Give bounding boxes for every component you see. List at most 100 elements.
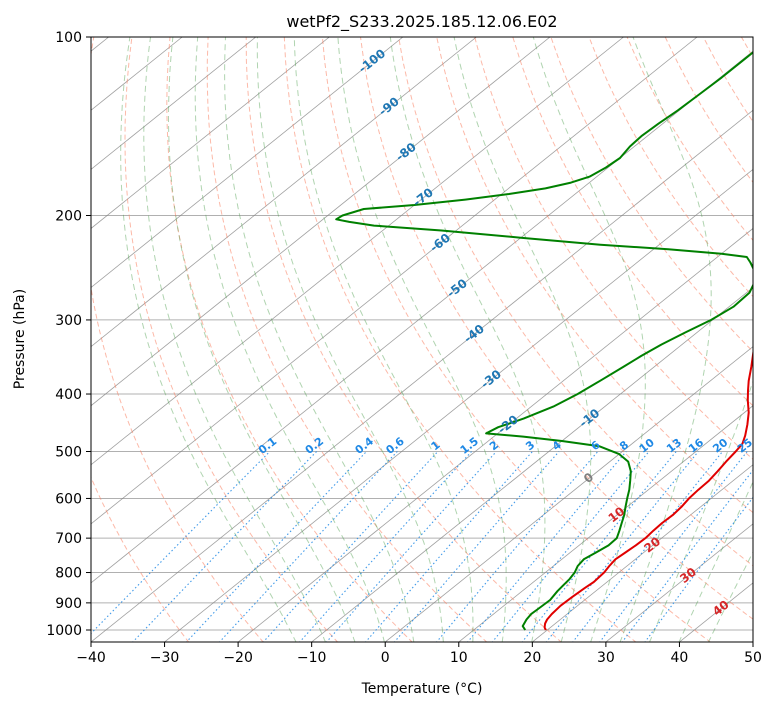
plot-frame [90, 36, 754, 643]
mixing-ratio-label: 1 [429, 438, 443, 453]
isotherm-line [384, 346, 753, 642]
dry-adiabat-line [166, 37, 413, 642]
dry-adiabat-line [588, 37, 753, 298]
mixing-ratio-line [466, 451, 627, 642]
moist-adiabat-line [293, 37, 474, 642]
mixing-ratio-line [218, 451, 398, 642]
moist-adiabat-line [453, 37, 592, 642]
y-tick-label: 800 [55, 566, 82, 582]
mixing-ratio-line [364, 451, 533, 642]
isotherm-label: -30 [478, 367, 504, 391]
isotherm-line [531, 464, 753, 642]
isotherm-label: -10 [577, 406, 603, 430]
isotherm-label: -50 [444, 276, 470, 300]
isotherm-line [91, 37, 330, 229]
mixing-ratio-label: 2 [487, 438, 501, 453]
isotherm-label: 40 [710, 597, 732, 618]
x-tick-label: 40 [671, 650, 689, 666]
isotherm-line [91, 37, 257, 170]
mixing-ratio-line [132, 451, 317, 642]
background-lines [91, 37, 753, 642]
isotherm-line [91, 50, 753, 584]
dry-adiabat-line [91, 37, 264, 642]
x-tick-label: −40 [76, 650, 106, 666]
moist-adiabat-line [678, 480, 753, 642]
isotherm-label: -100 [356, 46, 388, 76]
isotherm-line [91, 37, 404, 289]
x-tick-label: 50 [744, 650, 762, 666]
moist-adiabat-line [648, 379, 753, 642]
mixing-ratio-line [298, 451, 472, 642]
moist-adiabat-line [194, 37, 385, 642]
isotherm-line [91, 37, 477, 348]
dry-adiabat-line [398, 37, 753, 567]
isotherm-line [91, 109, 753, 642]
isotherm-line [237, 227, 753, 642]
moist-adiabat-line [224, 37, 415, 642]
dry-adiabat-line [740, 37, 753, 59]
isotherm-label: -90 [376, 94, 402, 118]
dry-adiabat-line [664, 37, 753, 184]
mixing-ratio-label: 0.4 [353, 434, 377, 456]
y-tick-label: 600 [55, 491, 82, 507]
y-tick-label: 700 [55, 531, 82, 547]
y-axis-label: Pressure (hPa) [12, 289, 28, 389]
mixing-ratio-line [325, 451, 497, 642]
chart-title: wetPf2_S233.2025.185.12.06.E02 [286, 12, 557, 32]
mixing-ratio-line [91, 451, 271, 635]
mixing-ratio-label: 0.6 [383, 434, 407, 456]
mixing-ratio-line [435, 451, 599, 642]
mixing-ratio-line [644, 496, 753, 642]
isotherm-label: -20 [495, 412, 521, 436]
mixing-ratio-label: 25 [735, 436, 755, 456]
x-tick-label: 10 [450, 650, 468, 666]
mixing-ratio-line [491, 451, 650, 642]
dry-adiabat-line [702, 37, 753, 123]
x-tick-label: −20 [223, 650, 253, 666]
y-tick-label: 400 [55, 387, 82, 403]
y-tick-label: 900 [55, 596, 82, 612]
isotherm-line [91, 37, 551, 407]
x-tick-label: 20 [523, 650, 541, 666]
moist-adiabat-line [619, 37, 712, 642]
dry-adiabat-line [283, 37, 637, 642]
isotherm-label: 10 [606, 504, 628, 525]
dry-adiabat-line [512, 37, 753, 407]
moist-adiabat-line [389, 37, 546, 642]
y-tick-label: 200 [55, 209, 82, 225]
dry-adiabat-line [91, 476, 190, 642]
mixing-ratio-line [262, 451, 439, 642]
mixing-ratio-line [521, 451, 677, 642]
isotherm-label: -80 [393, 140, 419, 164]
mixing-ratio-label: 10 [637, 436, 657, 456]
isotherm-line [752, 641, 753, 642]
axes: −40 −30 −20 −10 0 10 20 30 40 50 100 200 300 400 500 60… [46, 30, 762, 666]
data-series [335, 51, 753, 631]
isotherm-line [605, 523, 753, 642]
moist-adiabat-line [337, 37, 507, 642]
isotherm-label: -40 [461, 322, 487, 346]
dry-adiabat-line [436, 37, 753, 514]
dry-adiabat-line [245, 37, 562, 642]
y-tick-label: 1000 [46, 623, 82, 639]
x-tick-label: 0 [381, 650, 390, 666]
profile-line [335, 51, 753, 631]
dry-adiabat-line [124, 37, 339, 642]
dry-adiabat-line [321, 37, 712, 642]
dry-adiabat-line [206, 37, 488, 642]
mixing-ratio-line [599, 451, 748, 642]
dry-adiabat-line [550, 37, 753, 353]
moist-adiabat-line [143, 37, 327, 642]
mixing-ratio-label: 30 [755, 436, 775, 456]
isotherm-line [163, 168, 753, 642]
mixing-ratio-line [185, 451, 367, 642]
x-tick-label: 30 [597, 650, 615, 666]
mixing-ratio-label: 13 [664, 436, 684, 456]
isotherm-line [91, 37, 624, 466]
x-tick-label: −30 [150, 650, 180, 666]
y-tick-label: 100 [55, 30, 82, 46]
isotherm-line [311, 287, 753, 642]
x-axis-label: Temperature (°C) [361, 681, 483, 697]
dry-adiabat-line [360, 37, 753, 620]
